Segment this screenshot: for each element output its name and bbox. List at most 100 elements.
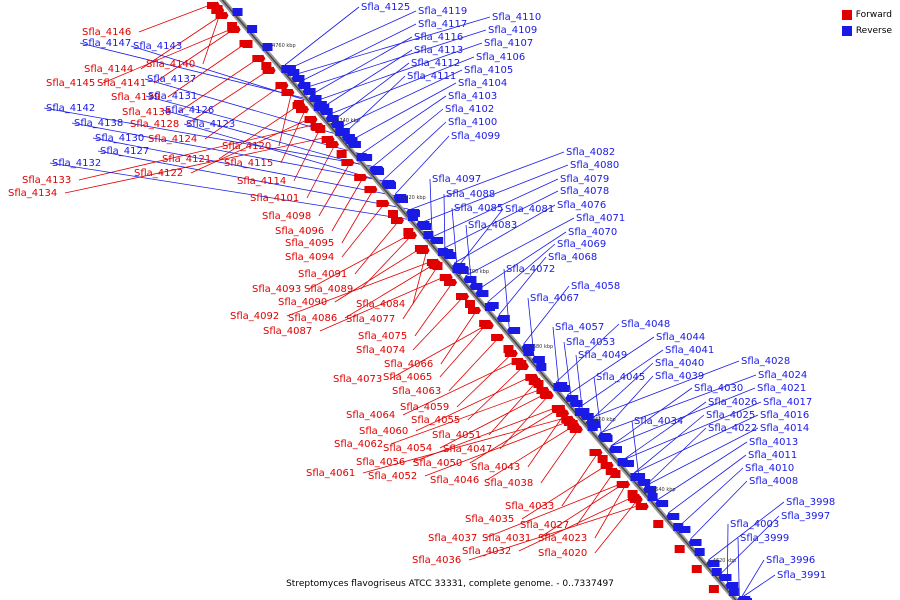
gene-label-sfla_4140[interactable]: Sfla_4140 — [146, 59, 195, 70]
gene-label-sfla_4099[interactable]: Sfla_4099 — [451, 131, 500, 142]
gene-label-sfla_4133[interactable]: Sfla_4133 — [22, 175, 71, 186]
gene-label-sfla_4105[interactable]: Sfla_4105 — [464, 65, 513, 76]
gene-label-sfla_4051[interactable]: Sfla_4051 — [432, 430, 481, 441]
gene-label-sfla_4131[interactable]: Sfla_4131 — [148, 91, 197, 102]
gene-label-sfla_4014[interactable]: Sfla_4014 — [760, 423, 809, 434]
gene-label-sfla_4130[interactable]: Sfla_4130 — [95, 133, 144, 144]
gene-label-sfla_3999[interactable]: Sfla_3999 — [740, 533, 789, 544]
gene-label-sfla_4083[interactable]: Sfla_4083 — [468, 220, 517, 231]
gene-label-sfla_4062[interactable]: Sfla_4062 — [334, 439, 383, 450]
gene-label-sfla_4072[interactable]: Sfla_4072 — [506, 264, 555, 275]
gene-label-sfla_4097[interactable]: Sfla_4097 — [432, 174, 481, 185]
gene-label-sfla_4086[interactable]: Sfla_4086 — [288, 313, 337, 324]
gene-label-sfla_4127[interactable]: Sfla_4127 — [100, 146, 149, 157]
gene-label-sfla_4034[interactable]: Sfla_4034 — [634, 416, 683, 427]
gene-label-sfla_4136[interactable]: Sfla_4136 — [122, 107, 171, 118]
gene-label-sfla_4100[interactable]: Sfla_4100 — [448, 117, 497, 128]
gene-label-sfla_4058[interactable]: Sfla_4058 — [571, 281, 620, 292]
gene-label-sfla_4013[interactable]: Sfla_4013 — [749, 437, 798, 448]
gene-label-sfla_4041[interactable]: Sfla_4041 — [665, 345, 714, 356]
gene-label-sfla_4098[interactable]: Sfla_4098 — [262, 211, 311, 222]
gene-label-sfla_4142[interactable]: Sfla_4142 — [46, 103, 95, 114]
gene-label-sfla_4017[interactable]: Sfla_4017 — [763, 397, 812, 408]
gene-label-sfla_4091[interactable]: Sfla_4091 — [298, 269, 347, 280]
gene-label-sfla_4128[interactable]: Sfla_4128 — [130, 119, 179, 130]
gene-label-sfla_4033[interactable]: Sfla_4033 — [505, 501, 554, 512]
gene-label-sfla_4146[interactable]: Sfla_4146 — [82, 27, 131, 38]
gene-label-sfla_4119[interactable]: Sfla_4119 — [418, 6, 467, 17]
gene-label-sfla_3998[interactable]: Sfla_3998 — [786, 497, 835, 508]
gene-label-sfla_4023[interactable]: Sfla_4023 — [538, 533, 587, 544]
gene-label-sfla_4120[interactable]: Sfla_4120 — [222, 141, 271, 152]
gene-label-sfla_4025[interactable]: Sfla_4025 — [706, 410, 755, 421]
gene-label-sfla_4054[interactable]: Sfla_4054 — [383, 443, 432, 454]
gene-label-sfla_4077[interactable]: Sfla_4077 — [346, 314, 395, 325]
gene-label-sfla_4115[interactable]: Sfla_4115 — [224, 158, 273, 169]
gene-label-sfla_4114[interactable]: Sfla_4114 — [237, 176, 286, 187]
gene-label-sfla_4106[interactable]: Sfla_4106 — [476, 52, 525, 63]
gene-label-sfla_4126[interactable]: Sfla_4126 — [165, 105, 214, 116]
gene-label-sfla_4145[interactable]: Sfla_4145 — [46, 78, 95, 89]
gene-label-sfla_4073[interactable]: Sfla_4073 — [333, 374, 382, 385]
gene-label-sfla_4113[interactable]: Sfla_4113 — [414, 45, 463, 56]
gene-label-sfla_4096[interactable]: Sfla_4096 — [275, 226, 324, 237]
gene-label-sfla_4079[interactable]: Sfla_4079 — [560, 174, 609, 185]
gene-label-sfla_4036[interactable]: Sfla_4036 — [412, 555, 461, 566]
gene-label-sfla_4028[interactable]: Sfla_4028 — [741, 356, 790, 367]
gene-label-sfla_4050[interactable]: Sfla_4050 — [413, 458, 462, 469]
gene-label-sfla_4074[interactable]: Sfla_4074 — [356, 345, 405, 356]
gene-label-sfla_4035[interactable]: Sfla_4035 — [465, 514, 514, 525]
gene-label-sfla_4081[interactable]: Sfla_4081 — [505, 204, 554, 215]
gene-label-sfla_4026[interactable]: Sfla_4026 — [708, 397, 757, 408]
gene-label-sfla_4061[interactable]: Sfla_4061 — [306, 468, 355, 479]
gene-label-sfla_4144[interactable]: Sfla_4144 — [84, 64, 133, 75]
gene-label-sfla_4090[interactable]: Sfla_4090 — [278, 297, 327, 308]
gene-label-sfla_4137[interactable]: Sfla_4137 — [147, 74, 196, 85]
gene-label-sfla_4048[interactable]: Sfla_4048 — [621, 319, 670, 330]
gene-label-sfla_4024[interactable]: Sfla_4024 — [758, 370, 807, 381]
gene-label-sfla_4075[interactable]: Sfla_4075 — [358, 331, 407, 342]
gene-label-sfla_4056[interactable]: Sfla_4056 — [356, 457, 405, 468]
gene-label-sfla_4107[interactable]: Sfla_4107 — [484, 38, 533, 49]
gene-label-sfla_4039[interactable]: Sfla_4039 — [655, 371, 704, 382]
gene-label-sfla_4076[interactable]: Sfla_4076 — [557, 200, 606, 211]
gene-label-sfla_4103[interactable]: Sfla_4103 — [448, 91, 497, 102]
gene-label-sfla_4010[interactable]: Sfla_4010 — [745, 463, 794, 474]
gene-label-sfla_4116[interactable]: Sfla_4116 — [414, 32, 463, 43]
gene-label-sfla_4111[interactable]: Sfla_4111 — [407, 71, 456, 82]
gene-label-sfla_4087[interactable]: Sfla_4087 — [263, 326, 312, 337]
gene-label-sfla_4139[interactable]: Sfla_4139 — [111, 92, 160, 103]
gene-label-sfla_4134[interactable]: Sfla_4134 — [8, 188, 57, 199]
gene-label-sfla_4057[interactable]: Sfla_4057 — [555, 322, 604, 333]
gene-label-sfla_4141[interactable]: Sfla_4141 — [97, 78, 146, 89]
gene-label-sfla_4094[interactable]: Sfla_4094 — [285, 252, 334, 263]
gene-label-sfla_4008[interactable]: Sfla_4008 — [749, 476, 798, 487]
gene-label-sfla_4117[interactable]: Sfla_4117 — [418, 19, 467, 30]
gene-label-sfla_4040[interactable]: Sfla_4040 — [655, 358, 704, 369]
gene-label-sfla_4020[interactable]: Sfla_4020 — [538, 548, 587, 559]
gene-label-sfla_4043[interactable]: Sfla_4043 — [471, 462, 520, 473]
gene-label-sfla_4016[interactable]: Sfla_4016 — [760, 410, 809, 421]
gene-label-sfla_4046[interactable]: Sfla_4046 — [430, 475, 479, 486]
gene-label-sfla_4049[interactable]: Sfla_4049 — [578, 350, 627, 361]
gene-label-sfla_4138[interactable]: Sfla_4138 — [74, 118, 123, 129]
gene-label-sfla_4084[interactable]: Sfla_4084 — [356, 299, 405, 310]
gene-label-sfla_4143[interactable]: Sfla_4143 — [133, 41, 182, 52]
gene-label-sfla_4102[interactable]: Sfla_4102 — [445, 104, 494, 115]
gene-label-sfla_4089[interactable]: Sfla_4089 — [304, 284, 353, 295]
gene-label-sfla_4112[interactable]: Sfla_4112 — [411, 58, 460, 69]
gene-label-sfla_4101[interactable]: Sfla_4101 — [250, 193, 299, 204]
gene-label-sfla_4055[interactable]: Sfla_4055 — [411, 415, 460, 426]
gene-label-sfla_4104[interactable]: Sfla_4104 — [458, 78, 507, 89]
gene-label-sfla_4070[interactable]: Sfla_4070 — [568, 227, 617, 238]
gene-label-sfla_3991[interactable]: Sfla_3991 — [777, 570, 826, 581]
gene-label-sfla_4037[interactable]: Sfla_4037 — [428, 533, 477, 544]
gene-label-sfla_4069[interactable]: Sfla_4069 — [557, 239, 606, 250]
gene-label-sfla_4064[interactable]: Sfla_4064 — [346, 410, 395, 421]
gene-label-sfla_4085[interactable]: Sfla_4085 — [454, 203, 503, 214]
gene-label-sfla_4059[interactable]: Sfla_4059 — [400, 402, 449, 413]
gene-label-sfla_4011[interactable]: Sfla_4011 — [748, 450, 797, 461]
gene-label-sfla_4067[interactable]: Sfla_4067 — [530, 293, 579, 304]
gene-label-sfla_4066[interactable]: Sfla_4066 — [384, 359, 433, 370]
gene-label-sfla_4071[interactable]: Sfla_4071 — [576, 213, 625, 224]
